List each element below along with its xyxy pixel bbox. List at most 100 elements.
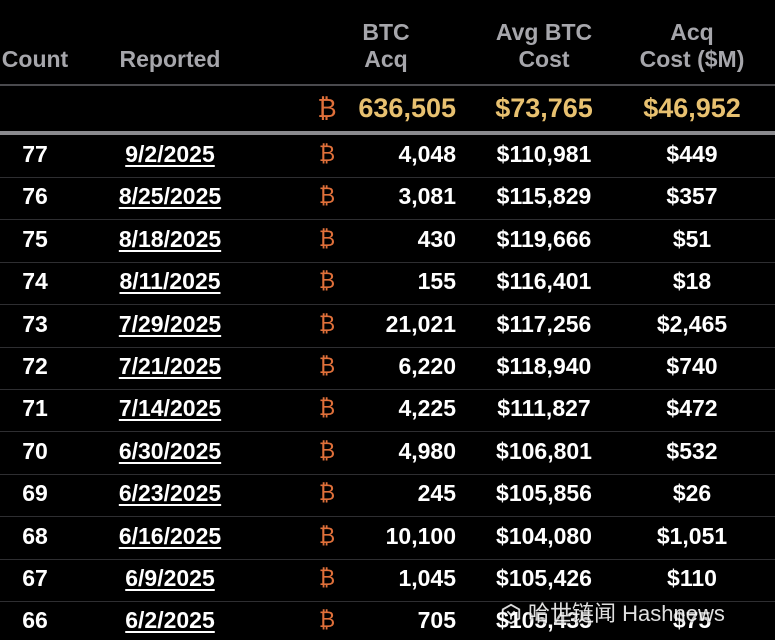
- reported-date-link[interactable]: 7/29/2025: [118, 310, 222, 337]
- header-reported[interactable]: Reported: [119, 46, 221, 72]
- row-avg-cost: $104,080: [496, 522, 592, 549]
- row-acq-cost: $449: [666, 141, 718, 167]
- row-avg-cost: $118,940: [496, 353, 592, 379]
- row-count: 75: [22, 225, 48, 252]
- row-acq-cost: $472: [666, 395, 718, 422]
- row-btc-acq: 245: [417, 480, 456, 507]
- row-reported-cell: 9/2/2025: [100, 135, 240, 173]
- header-acq-cost[interactable]: Acq Cost ($M): [639, 19, 745, 72]
- row-avg-cost: $105,435: [496, 607, 592, 634]
- row-reported-cell: 7/29/2025: [100, 305, 240, 343]
- row-count: 71: [22, 395, 48, 422]
- table-row: 72 7/21/2025 ₿ 6,220 $118,940 $740: [0, 347, 775, 390]
- row-acq-cost: $1,051: [656, 522, 728, 549]
- reported-date-link[interactable]: 6/23/2025: [118, 480, 222, 507]
- bitcoin-icon: ₿: [318, 183, 336, 209]
- bitcoin-icon: ₿: [317, 93, 337, 123]
- reported-date-link[interactable]: 7/21/2025: [118, 353, 222, 379]
- row-btc-acq: 155: [417, 268, 456, 295]
- reported-date-link[interactable]: 7/14/2025: [118, 395, 222, 422]
- reported-date-link[interactable]: 8/25/2025: [118, 183, 222, 210]
- table-row: 68 6/16/2025 ₿ 10,100 $104,080 $1,051: [0, 517, 775, 560]
- row-acq-cost: $51: [672, 225, 712, 252]
- table-row: 75 8/18/2025 ₿ 430 $119,666 $51: [0, 220, 775, 263]
- header-avg-btc-cost[interactable]: Avg BTC Cost: [495, 19, 593, 72]
- reported-date-link[interactable]: 6/30/2025: [118, 437, 222, 464]
- row-avg-cost: $111,827: [497, 395, 591, 422]
- bitcoin-icon: ₿: [318, 480, 336, 506]
- row-acq-cost: $18: [672, 268, 712, 295]
- row-count: 70: [22, 437, 48, 464]
- reported-date-link[interactable]: 6/2/2025: [125, 607, 215, 634]
- watermark-text: 哈世链闻 Hashnews: [528, 601, 725, 626]
- row-count: 66: [22, 607, 48, 634]
- table-row: 69 6/23/2025 ₿ 245 $105,856 $26: [0, 474, 775, 518]
- row-avg-cost: $105,426: [496, 565, 592, 591]
- header-divider: [0, 84, 775, 86]
- row-avg-cost: $117,256: [496, 310, 592, 337]
- row-avg-cost: $119,666: [496, 225, 592, 252]
- bitcoin-icon: ₿: [318, 437, 336, 463]
- row-acq-cost: $2,465: [656, 310, 728, 337]
- row-count: 68: [22, 522, 48, 549]
- row-acq-cost: $75: [672, 607, 712, 634]
- row-reported-cell: 8/25/2025: [100, 177, 240, 215]
- reported-date-link[interactable]: 8/18/2025: [118, 225, 222, 252]
- row-btc-acq: 21,021: [385, 310, 456, 337]
- totals-row: ₿ 636,505 $73,765 $46,952: [0, 86, 775, 130]
- bitcoin-icon: ₿: [318, 225, 336, 251]
- reported-date-link[interactable]: 6/16/2025: [118, 522, 222, 549]
- total-acq-cost: $46,952: [643, 93, 741, 123]
- row-btc-acq: 1,045: [398, 565, 456, 591]
- row-reported-cell: 6/23/2025: [100, 474, 240, 512]
- row-avg-cost: $110,981: [496, 141, 592, 167]
- header-count[interactable]: Count: [1, 46, 69, 72]
- row-reported-cell: 6/16/2025: [100, 517, 240, 555]
- table-header: Count Reported BTC Acq Avg BTC Cost Acq …: [0, 0, 775, 84]
- row-count: 73: [22, 310, 48, 337]
- row-btc-acq: 4,980: [398, 437, 456, 464]
- row-btc-acq: 3,081: [398, 183, 456, 210]
- row-btc-acq: 705: [417, 607, 456, 634]
- row-count: 69: [22, 480, 48, 507]
- reported-date-link[interactable]: 9/2/2025: [125, 141, 215, 167]
- row-reported-cell: 6/9/2025: [100, 559, 240, 597]
- row-acq-cost: $532: [666, 437, 718, 464]
- row-btc-acq: 430: [417, 225, 456, 252]
- row-count: 77: [22, 141, 48, 167]
- row-btc-acq: 10,100: [385, 522, 456, 549]
- row-avg-cost: $105,856: [496, 480, 592, 507]
- reported-date-link[interactable]: 6/9/2025: [125, 565, 215, 591]
- row-reported-cell: 8/11/2025: [100, 262, 240, 300]
- reported-date-link[interactable]: 8/11/2025: [119, 268, 221, 295]
- table-row: 74 8/11/2025 ₿ 155 $116,401 $18: [0, 262, 775, 306]
- row-btc-acq: 4,225: [398, 395, 456, 422]
- bitcoin-icon: ₿: [318, 268, 336, 294]
- row-btc-acq: 4,048: [398, 141, 456, 167]
- bitcoin-icon: ₿: [318, 310, 336, 336]
- table-row: 73 7/29/2025 ₿ 21,021 $117,256 $2,465: [0, 305, 775, 348]
- row-avg-cost: $115,829: [496, 183, 592, 210]
- bitcoin-icon: ₿: [318, 395, 336, 421]
- row-count: 67: [22, 565, 48, 591]
- bitcoin-icon: ₿: [318, 141, 336, 166]
- watermark: 哈世链闻 Hashnews: [500, 596, 725, 632]
- table-row: 70 6/30/2025 ₿ 4,980 $106,801 $532: [0, 432, 775, 475]
- row-count: 76: [22, 183, 48, 210]
- table-row: 77 9/2/2025 ₿ 4,048 $110,981 $449: [0, 135, 775, 178]
- total-avg-cost: $73,765: [495, 93, 593, 123]
- bitcoin-icon: ₿: [318, 565, 336, 590]
- hashnews-logo-icon: [501, 603, 521, 625]
- table-row: 71 7/14/2025 ₿ 4,225 $111,827 $472: [0, 389, 775, 433]
- row-reported-cell: 7/14/2025: [100, 389, 240, 427]
- row-acq-cost: $110: [667, 565, 717, 591]
- total-btc-acq: 636,505: [358, 93, 456, 123]
- row-count: 72: [22, 353, 48, 379]
- totals-divider: [0, 131, 775, 135]
- bitcoin-icon: ₿: [318, 607, 336, 633]
- row-acq-cost: $26: [672, 480, 712, 507]
- header-btc-acq[interactable]: BTC Acq: [362, 19, 410, 72]
- row-reported-cell: 7/21/2025: [100, 347, 240, 385]
- table-row: 76 8/25/2025 ₿ 3,081 $115,829 $357: [0, 177, 775, 221]
